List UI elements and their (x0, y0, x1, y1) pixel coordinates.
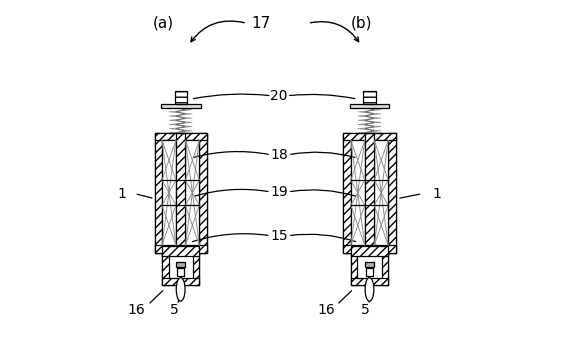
Bar (176, 133, 185, 245)
Bar (162, 140, 176, 245)
Bar (344, 133, 396, 140)
Bar (161, 104, 201, 108)
Text: 15: 15 (270, 229, 288, 243)
Text: 18: 18 (270, 148, 288, 162)
Bar (350, 253, 388, 285)
Text: (a): (a) (153, 16, 174, 31)
Bar (176, 262, 185, 267)
Bar (344, 133, 351, 253)
Bar (155, 133, 207, 140)
Bar (344, 133, 396, 253)
Ellipse shape (176, 277, 185, 301)
Bar (155, 133, 162, 253)
Bar (350, 246, 388, 256)
Text: 17: 17 (251, 16, 270, 31)
Bar (388, 133, 396, 253)
Text: 5: 5 (361, 303, 370, 317)
Bar (351, 140, 365, 245)
Text: 20: 20 (270, 89, 288, 103)
Bar (177, 268, 184, 276)
Bar (162, 253, 168, 285)
Bar (363, 91, 375, 104)
Bar (365, 133, 374, 245)
Text: 16: 16 (318, 303, 336, 317)
Bar (155, 245, 207, 253)
Bar (366, 268, 373, 276)
Bar (162, 278, 200, 285)
Text: 5: 5 (170, 303, 178, 317)
Text: 19: 19 (270, 185, 288, 199)
Bar (382, 253, 388, 285)
Bar (193, 253, 200, 285)
Bar (162, 253, 200, 285)
Bar (365, 262, 374, 267)
Text: 1: 1 (433, 187, 441, 201)
Text: (b): (b) (350, 16, 372, 31)
Bar (155, 133, 207, 253)
Ellipse shape (365, 277, 374, 301)
Bar (185, 140, 200, 245)
Bar (374, 140, 388, 245)
Bar (350, 253, 357, 285)
Bar (162, 246, 200, 256)
Bar (175, 91, 187, 104)
Bar (350, 104, 390, 108)
Text: 1: 1 (118, 187, 127, 201)
Bar (350, 278, 388, 285)
Bar (200, 133, 207, 253)
Bar (344, 245, 396, 253)
Text: 16: 16 (128, 303, 146, 317)
